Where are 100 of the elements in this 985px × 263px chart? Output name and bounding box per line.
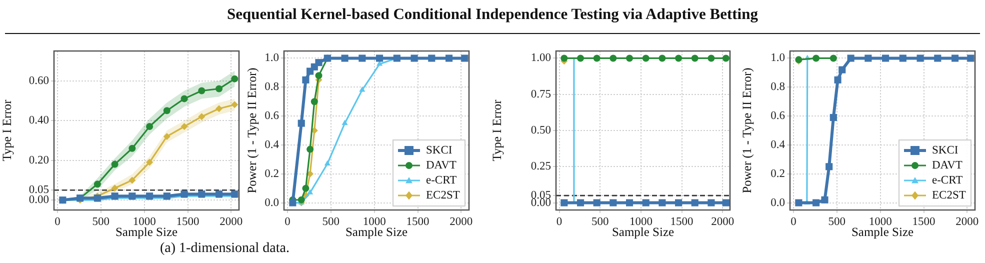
point	[298, 196, 305, 204]
point	[198, 113, 206, 120]
point	[231, 101, 238, 108]
legend-label: EC2ST	[426, 190, 460, 202]
point	[864, 54, 872, 62]
point	[882, 54, 890, 62]
y-tick-label: 0.00	[28, 194, 50, 206]
point	[163, 107, 170, 114]
point	[691, 199, 698, 206]
x-tick-label: 0	[790, 216, 797, 228]
point	[642, 54, 650, 62]
point	[675, 54, 682, 62]
y-tick-label: 0.75	[530, 88, 552, 100]
y-tick-label: 0.6	[264, 110, 280, 122]
y-tick-label: 0.8	[770, 81, 786, 94]
y-tick-label: 0.0	[264, 196, 280, 209]
point	[610, 199, 617, 206]
point	[812, 54, 820, 62]
x-tick-label: 1500	[406, 216, 430, 228]
point	[342, 120, 348, 126]
point	[626, 199, 634, 206]
point	[307, 189, 314, 194]
point	[358, 54, 366, 62]
point	[722, 54, 730, 62]
y-tick-label: 1.00	[530, 52, 552, 64]
x-tick-label: 0	[284, 216, 291, 228]
point	[341, 54, 348, 62]
point	[576, 199, 584, 206]
point	[834, 76, 842, 84]
text: Sequential Kernel-based Conditional Independence Testing via Adaptive Betting	[226, 6, 759, 24]
point	[934, 54, 942, 62]
y-tick-label: 0.4	[264, 138, 280, 151]
point	[967, 54, 974, 62]
point	[593, 54, 600, 62]
point	[626, 54, 634, 62]
point	[708, 54, 715, 62]
point	[298, 120, 305, 127]
y-axis-title: Power (1 - Type II Error)	[740, 68, 754, 194]
y-axis-title: Type I Error	[490, 98, 504, 162]
x-tick-label: 2000	[450, 216, 473, 228]
x-tick-label: 500	[92, 216, 110, 228]
x-tick-label: 2000	[956, 216, 979, 228]
point	[708, 199, 715, 206]
point	[795, 199, 802, 206]
point	[302, 76, 310, 84]
y-tick-label: 0.2	[264, 168, 280, 180]
legend-label: e-CRT	[426, 174, 457, 187]
x-tick-label: 500	[828, 216, 846, 228]
point	[216, 85, 223, 92]
y-tick-label: 0.20	[28, 154, 50, 166]
point	[830, 114, 837, 122]
point	[198, 87, 206, 94]
x-tick-label: 1500	[912, 216, 936, 228]
point	[128, 176, 136, 184]
y-tick-label: 0.0	[770, 196, 786, 209]
point	[658, 54, 666, 62]
y-tick-label: 0.05	[28, 184, 50, 196]
point	[899, 54, 906, 62]
x-tick-label: 0	[556, 216, 562, 228]
point	[722, 199, 730, 206]
y-tick-label: 1.0	[770, 52, 786, 64]
point	[315, 72, 322, 80]
point	[216, 105, 223, 112]
y-axis-title: Type I Error	[0, 98, 14, 162]
point	[577, 54, 584, 62]
x-tick-label: 500	[591, 216, 609, 228]
x-tick-label: 2000	[711, 216, 734, 228]
point	[306, 146, 314, 153]
point	[830, 54, 837, 62]
point	[593, 199, 600, 206]
legend-label: DAVT	[932, 160, 962, 172]
point	[310, 98, 318, 106]
y-tick-label: 0.40	[28, 114, 50, 127]
y-tick-label: 0.25	[530, 160, 552, 173]
point	[560, 54, 568, 62]
legend-label: e-CRT	[932, 174, 963, 187]
point	[359, 86, 366, 92]
point	[163, 132, 170, 140]
point	[146, 158, 154, 166]
text: (a) 1-dimensional data.	[160, 241, 290, 257]
legend-label: EC2ST	[932, 190, 966, 202]
point	[826, 163, 833, 170]
point	[324, 160, 330, 166]
point	[231, 75, 238, 82]
point	[658, 199, 666, 206]
point	[111, 184, 118, 192]
y-tick-label: 0.6	[770, 110, 786, 122]
point	[146, 123, 154, 130]
y-tick-label: 0.4	[770, 138, 786, 151]
y-tick-label: 0.8	[264, 81, 280, 94]
y-axis-title: Power (1 - Type II Error)	[244, 68, 259, 194]
point	[560, 199, 568, 206]
point	[821, 196, 828, 204]
y-tick-label: 0.60	[28, 74, 50, 87]
legend-label: SKCI	[426, 144, 452, 157]
x-tick-label: 0	[54, 216, 61, 228]
point	[180, 95, 188, 102]
point	[94, 180, 101, 188]
y-tick-label: 0.2	[770, 168, 786, 180]
point	[812, 199, 820, 206]
